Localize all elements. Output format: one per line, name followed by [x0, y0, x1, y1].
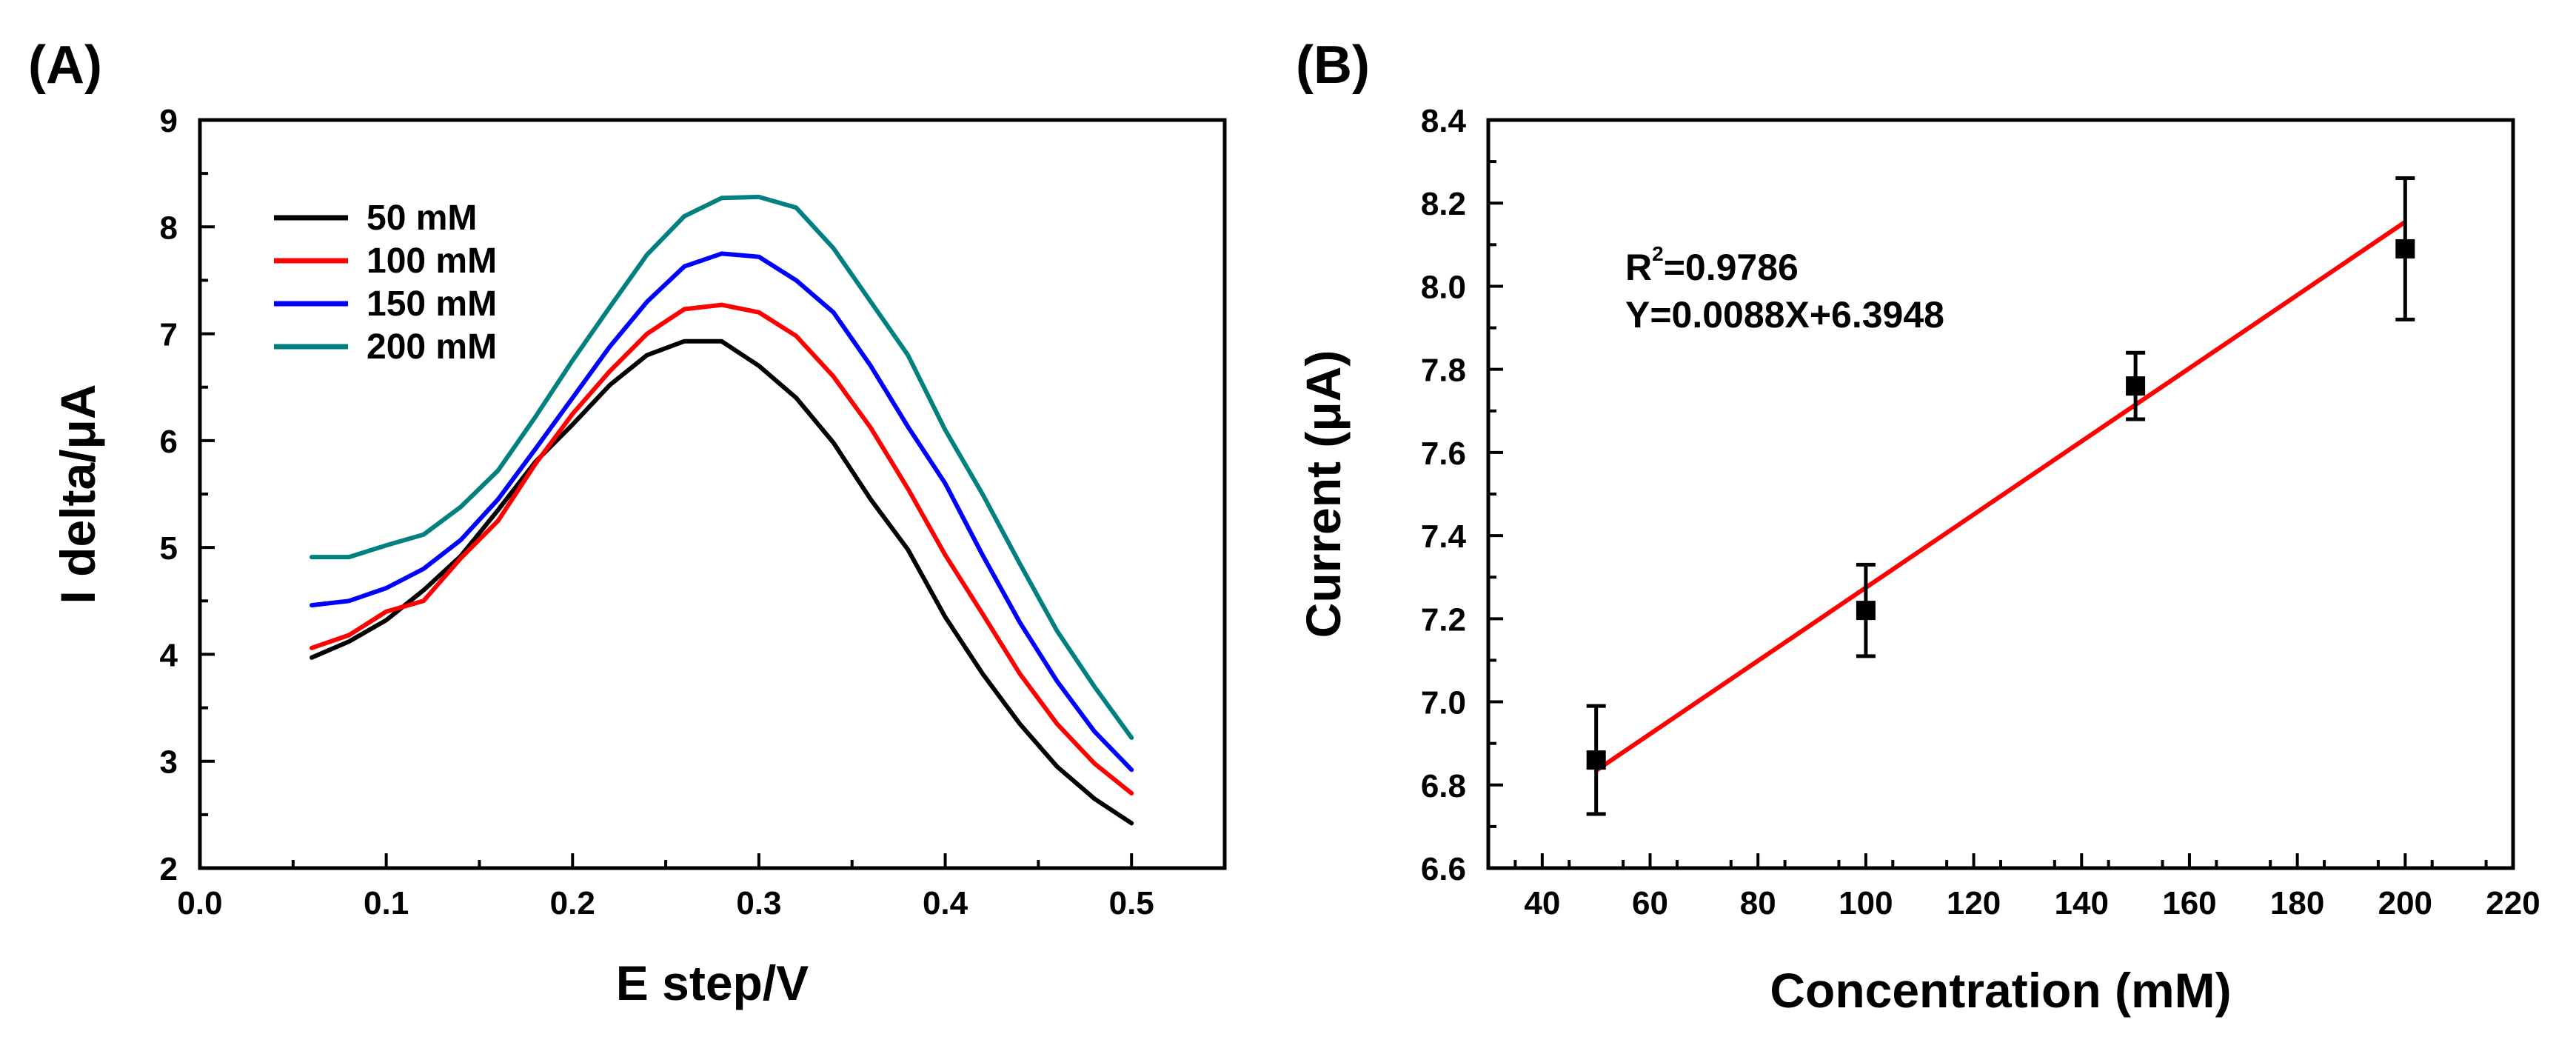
panel-b-y-tick-label: 8.4 — [1421, 103, 1467, 139]
panel-a-y-tick-label: 2 — [160, 851, 178, 887]
data-point — [1586, 750, 1606, 770]
panel-b-fit — [1595, 220, 2406, 773]
series-line-50-mm — [310, 338, 1134, 826]
panel-a-x-tick-label: 0.1 — [364, 885, 409, 921]
panel-b-scatter-chart: (B) 40 60 80 100 120 140 160 180 200 220 6.6 6.8 7.0… — [1296, 36, 2540, 1018]
panel-a-y-tick-label: 5 — [160, 530, 178, 567]
panel-b-axes: 40 60 80 100 120 140 160 180 200 220 6.6 6.8 7.0 7.2 7… — [1421, 103, 2540, 921]
panel-a-x-axis-title: E step/V — [616, 955, 809, 1010]
panel-b-x-axis-title: Concentration (mM) — [1770, 963, 2231, 1018]
panel-a-x-tick-label: 0.0 — [177, 885, 222, 921]
panel-a-y-tick-label: 8 — [160, 210, 178, 246]
data-point — [1856, 601, 1876, 621]
panel-b-x-tick-label: 200 — [2378, 885, 2432, 921]
linear-fit-line — [1595, 220, 2406, 773]
r-squared-label: R2=0.9786 — [1625, 242, 1799, 288]
panel-a-x-tick-label: 0.5 — [1109, 885, 1154, 921]
panel-b-x-tick-label: 100 — [1839, 885, 1893, 921]
r-squared-superscript: 2 — [1652, 242, 1664, 265]
panel-a-axes: 0.0 0.1 0.2 0.3 0.4 0.5 2 3 4 5 6 7 8 9 — [160, 103, 1154, 921]
panel-b-y-axis-title: Current (μA) — [1296, 350, 1351, 638]
panel-b-y-tick-label: 7.0 — [1421, 685, 1466, 721]
data-point — [2126, 376, 2146, 396]
series-line-200-mm — [310, 194, 1134, 740]
panel-b-plot-frame — [1486, 118, 2515, 870]
legend-label: 200 mM — [367, 327, 497, 367]
panel-b-y-tick-label: 7.8 — [1421, 353, 1466, 389]
panel-b-y-tick-label: 6.6 — [1421, 851, 1466, 887]
panel-a-y-tick-label: 6 — [160, 424, 178, 460]
series-line-100-mm — [310, 302, 1134, 795]
panel-a-y-tick-label: 9 — [160, 103, 178, 139]
panel-b-x-tick-label: 160 — [2162, 885, 2216, 921]
panel-a-x-tick-label: 0.2 — [550, 885, 595, 921]
panel-b-y-tick-label: 8.2 — [1421, 186, 1466, 222]
panel-a-plot-frame — [198, 118, 1227, 870]
panel-b-x-tick-label: 40 — [1524, 885, 1560, 921]
panel-b-x-tick-label: 80 — [1740, 885, 1776, 921]
panel-a-series — [310, 194, 1134, 826]
panel-b-x-tick-label: 60 — [1632, 885, 1668, 921]
panel-b-y-tick-label: 7.2 — [1421, 601, 1466, 638]
legend-label: 50 mM — [367, 199, 477, 238]
fit-equation: Y=0.0088X+6.3948 — [1625, 294, 1944, 336]
legend-label: 100 mM — [367, 241, 497, 281]
panel-b-annotation: R2=0.9786 Y=0.0088X+6.3948 — [1625, 242, 1944, 336]
panel-b-y-tick-label: 6.8 — [1421, 768, 1466, 804]
panel-b-y-tick-label: 7.4 — [1421, 518, 1467, 555]
panel-a-x-tick-label: 0.4 — [923, 885, 968, 921]
panel-b-x-tick-label: 220 — [2486, 885, 2540, 921]
series-line-150-mm — [310, 251, 1134, 773]
panel-a-y-tick-label: 7 — [160, 317, 178, 353]
panel-b-y-tick-label: 7.6 — [1421, 436, 1466, 472]
panel-b-x-tick-label: 120 — [1947, 885, 2001, 921]
panel-a-y-tick-label: 3 — [160, 744, 178, 781]
panel-b-x-tick-label: 140 — [2055, 885, 2109, 921]
panel-a-y-tick-label: 4 — [160, 637, 178, 673]
legend-label: 150 mM — [367, 284, 497, 324]
panel-b-x-tick-label: 180 — [2270, 885, 2324, 921]
data-point — [2395, 239, 2415, 259]
panel-a-x-tick-label: 0.3 — [736, 885, 781, 921]
panel-b-points — [1586, 176, 2415, 816]
panel-a-label: (A) — [28, 36, 102, 95]
panel-a-y-axis-title: I delta/μA — [50, 384, 105, 604]
panel-b-y-tick-label: 8.0 — [1421, 269, 1466, 305]
panel-b-label: (B) — [1296, 36, 1370, 95]
